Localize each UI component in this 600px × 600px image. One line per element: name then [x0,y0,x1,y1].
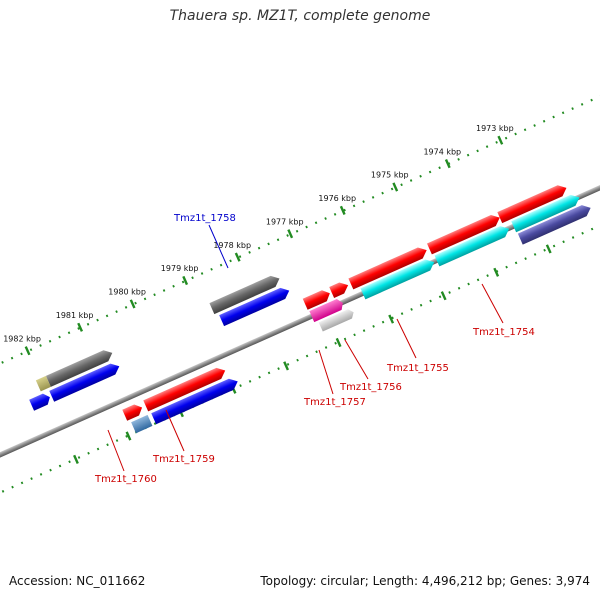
leader-1760 [107,429,125,472]
map-title: Thauera sp. MZ1T, complete genome [169,8,431,24]
genome-track: 1973 kbp 1974 kbp 1975 kbp 1976 kbp 1977 kbp… [0,85,600,493]
inner-scale-tick [545,244,552,254]
scale-tick-label: 1975 kbp [371,171,409,180]
gene-purple-1754[interactable] [517,202,593,245]
scale-tick [444,158,451,169]
gene-label-1754[interactable]: Tmz1t_1754 [472,327,535,338]
gene-red-1754[interactable] [497,182,569,224]
outer-scale-ring [0,85,600,385]
gene-label-1757[interactable]: Tmz1t_1757 [303,397,366,408]
gene-label-1760[interactable]: Tmz1t_1760 [94,474,157,485]
scale-tick [392,182,399,192]
scale-tick [497,135,504,145]
scale-tick [24,346,31,356]
gene-label-1756[interactable]: Tmz1t_1756 [339,382,402,393]
inner-scale-tick [283,361,290,371]
gene-red-1756[interactable] [348,245,429,290]
gene-red-1759[interactable] [143,365,227,412]
scale-tick-label: 1979 kbp [161,264,199,273]
inner-scale-tick [440,291,447,301]
gene-gray-1758[interactable] [209,273,281,315]
gene-blue-1759[interactable] [151,376,240,425]
gene-blue-1758[interactable] [219,285,291,327]
scale-tick-label: 1977 kbp [266,217,304,226]
scale-tick-label: 1982 kbp [3,334,41,343]
leader-1758 [208,224,229,269]
gene-steel-1760[interactable] [131,414,153,434]
scale-tick [234,252,241,262]
inner-scale-tick [125,431,132,441]
scale-tick [182,275,189,286]
gene-label-1759[interactable]: Tmz1t_1759 [152,454,215,465]
scale-tick-label: 1976 kbp [318,194,356,203]
scale-tick-marks [24,135,504,356]
genome-summary: Topology: circular; Length: 4,496,212 bp… [260,574,590,588]
scale-tick-labels: 1973 kbp 1974 kbp 1975 kbp 1976 kbp 1977 kbp… [3,124,514,343]
gene-cyan-1756[interactable] [360,257,437,300]
gene-blue-left-small[interactable] [29,392,52,411]
gene-label-1755[interactable]: Tmz1t_1755 [386,363,449,374]
inner-scale-ring [1,193,600,493]
gene-silver-1757[interactable] [318,308,356,332]
gene-cyan-1754[interactable] [511,192,582,233]
gene-red-1757b[interactable] [302,288,333,310]
gene-cyan-1755[interactable] [434,223,512,267]
inner-scale-tick [388,314,395,324]
leader-1756 [344,339,369,380]
accession-text: Accession: NC_011662 [9,574,146,588]
gene-label-1758[interactable]: Tmz1t_1758 [173,213,236,224]
gene-gray-left[interactable] [45,347,115,387]
inner-scale-tick [335,337,342,348]
leader-1759 [165,409,185,452]
scale-tick-label: 1981 kbp [56,311,94,320]
gene-blue-left[interactable] [49,361,121,402]
scale-tick [339,205,346,215]
scale-tick-label: 1974 kbp [423,147,461,156]
inner-scale-tick [493,267,500,277]
scale-tick-label: 1980 kbp [108,288,146,297]
leader-1757 [318,349,334,395]
scale-tick [287,229,294,239]
gene-red-1757a[interactable] [329,280,350,298]
gene-pink-1757[interactable] [309,297,345,323]
gene-olive-left[interactable] [35,375,51,392]
scale-tick-label: 1973 kbp [476,124,514,133]
inner-tick-marks [73,244,552,465]
gene-red-1755[interactable] [426,212,502,255]
scale-tick [77,322,84,332]
leader-1754 [481,283,504,324]
scale-tick-label: 1978 kbp [213,241,251,250]
inner-scale-tick [73,454,79,465]
leader-1755 [396,318,417,359]
scale-tick [129,299,136,309]
genome-backbone [0,152,600,467]
gene-red-1760[interactable] [122,402,144,421]
